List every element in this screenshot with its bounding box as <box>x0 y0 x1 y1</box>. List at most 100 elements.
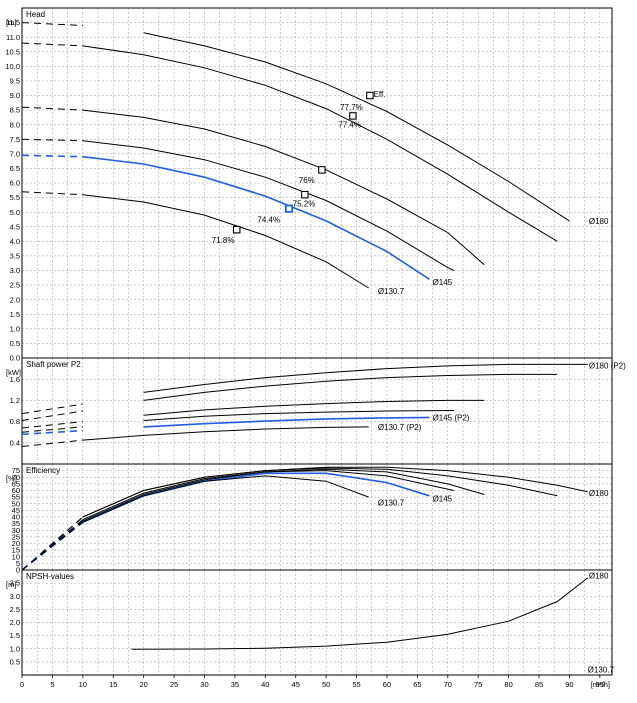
y-tick-label: 4.0 <box>10 237 20 246</box>
series-line-dashed-4 <box>21 154 83 158</box>
panel-unit: [m] <box>6 18 16 27</box>
marker-label: 77.7% <box>340 103 363 112</box>
y-tick-label: 2.0 <box>10 295 20 304</box>
panel-unit: [kW] <box>6 368 21 377</box>
marker-label: Eff. <box>374 90 386 99</box>
series-line-2 <box>82 109 485 266</box>
x-tick-label: 85 <box>535 680 543 689</box>
series-label: Ø180 <box>589 217 609 226</box>
efficiency-marker <box>232 225 241 234</box>
series-line-4 <box>143 416 430 428</box>
series-line-1 <box>143 373 558 401</box>
panel-title: Efficiency <box>26 466 60 475</box>
efficiency-marker <box>366 91 374 100</box>
x-tick-label: 50 <box>322 680 330 689</box>
series-line-3 <box>143 410 454 421</box>
y-tick-label: 11.5 <box>6 18 20 27</box>
series-line-0 <box>131 577 589 650</box>
marker-label: 76% <box>299 176 315 185</box>
panel-head: 0.0 0.5 1.0 1.5 2.0 2.5 3.0 3.5 4.0 4.5 5.0 5.5 6.0 6… <box>5 7 613 363</box>
y-tick-label: 2.5 <box>10 281 20 290</box>
series-line-dashed-0 <box>21 22 83 26</box>
series-line-3 <box>82 470 455 522</box>
y-tick-label: 3.5 <box>10 579 20 588</box>
series-line-5 <box>82 194 369 289</box>
series-line-dashed-2 <box>21 106 83 111</box>
panel-title: NPSH-values <box>26 572 74 581</box>
y-tick-label: 9.0 <box>10 91 20 100</box>
series-label: Ø145 (P2) <box>433 413 470 422</box>
x-tick-label: 45 <box>292 680 300 689</box>
series-line-dashed-4 <box>21 429 83 436</box>
y-tick-label: 30 <box>12 526 20 535</box>
x-tick-label: 10 <box>79 680 87 689</box>
x-tick-label: 20 <box>139 680 147 689</box>
panel-title: Shaft power P2 <box>26 360 81 369</box>
y-tick-label: 20 <box>12 539 20 548</box>
series-line-dashed-1 <box>21 410 83 421</box>
y-tick-label: 2.0 <box>10 618 20 627</box>
series-line-dashed-3 <box>21 426 83 433</box>
y-tick-label: 10.5 <box>5 47 20 56</box>
panel-power: 0.4 0.8 1.2 1.6 Shaft power P2 [kW] Ø180 (P2) Ø… <box>6 357 626 465</box>
y-tick-label: 9.5 <box>10 77 20 86</box>
series-line-0 <box>143 363 588 393</box>
x-tick-label: 90 <box>565 680 573 689</box>
x-tick-label: 75 <box>474 680 482 689</box>
y-tick-label: 0.5 <box>10 657 20 666</box>
panel-unit: [m] <box>6 580 16 589</box>
x-tick-label: 80 <box>504 680 512 689</box>
marker-label: 71.8% <box>212 236 235 245</box>
x-tick-label: 95 <box>596 680 604 689</box>
y-tick-label: 55 <box>12 493 20 502</box>
y-tick-label: 1.5 <box>10 310 20 319</box>
efficiency-marker <box>318 166 326 174</box>
y-tick-label: 1.0 <box>10 324 20 333</box>
x-tick-label: 30 <box>200 680 208 689</box>
extra-label: Ø130.7 <box>588 665 615 674</box>
y-tick-label: 60 <box>12 486 20 495</box>
y-tick-label: 65 <box>12 479 20 488</box>
panel-npsh: 0.5 1.0 1.5 2.0 2.5 3.0 3.5 NPSH-values [m] Ø180 Ø… <box>6 569 615 676</box>
y-tick-label: 1.0 <box>10 644 20 653</box>
series-line-dashed-5 <box>21 439 83 447</box>
series-line-dashed-2 <box>21 421 83 429</box>
x-tick-label: 70 <box>444 680 452 689</box>
series-line-dashed-0 <box>21 403 83 415</box>
y-tick-label: 3.0 <box>10 592 20 601</box>
x-tick-label: 0 <box>20 680 24 689</box>
y-tick-label: 70 <box>12 473 20 482</box>
marker-label: 75.2% <box>293 199 316 208</box>
panel-title: Head <box>26 10 45 19</box>
series-line-4 <box>82 155 430 280</box>
y-tick-label: 4.5 <box>10 222 20 231</box>
y-tick-label: 0.0 <box>10 354 20 363</box>
panel-unit: [%] <box>6 474 17 483</box>
series-label: Ø180 <box>589 571 609 580</box>
y-tick-label: 0.5 <box>10 339 20 348</box>
series-line-dashed-1 <box>21 42 83 47</box>
y-tick-label: 50 <box>12 499 20 508</box>
y-tick-label: 75 <box>12 466 20 475</box>
x-tick-label: 65 <box>413 680 421 689</box>
series-line-5 <box>82 426 369 441</box>
y-tick-label: 7.0 <box>10 149 20 158</box>
y-tick-label: 5 <box>16 559 20 568</box>
marker-label: 77.4% <box>338 121 361 130</box>
y-tick-label: 6.0 <box>10 179 20 188</box>
y-tick-label: 0.4 <box>10 438 20 447</box>
y-tick-label: 11.0 <box>6 33 20 42</box>
y-tick-label: 25 <box>12 532 20 541</box>
y-tick-label: 45 <box>12 506 20 515</box>
series-label: Ø145 <box>433 494 453 503</box>
series-label: Ø130.7 <box>378 287 405 296</box>
efficiency-marker <box>301 190 309 199</box>
y-tick-label: 35 <box>12 519 20 528</box>
x-tick-label: 25 <box>170 680 178 689</box>
x-tick-label: 40 <box>261 680 269 689</box>
y-tick-label: 1.5 <box>10 631 20 640</box>
series-label: Ø180 (P2) <box>589 361 626 370</box>
x-tick-label: 5 <box>50 680 54 689</box>
